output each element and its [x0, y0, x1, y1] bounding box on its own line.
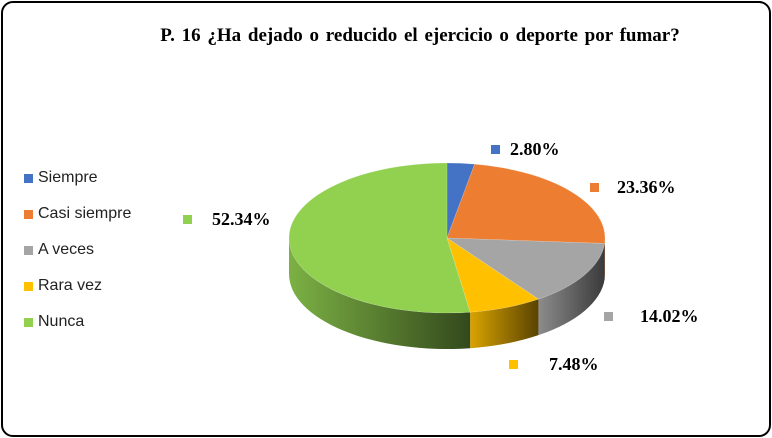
data-label-a-veces: 14.02% [604, 306, 699, 327]
pie-side-nunca [289, 238, 471, 349]
data-label-text-nunca: 52.34% [212, 209, 271, 229]
data-label-nunca: 52.34% [183, 209, 271, 230]
data-label-text-rara-vez: 7.48% [549, 354, 599, 374]
legend-item-a-veces: A veces [24, 232, 131, 268]
data-label-swatch-casi-siempre [590, 183, 599, 192]
legend-swatch-casi-siempre [24, 209, 33, 219]
pie-side-a-veces [538, 243, 605, 336]
legend-item-casi-siempre: Casi siempre [24, 196, 131, 232]
data-label-siempre: 2.80% [491, 139, 560, 160]
data-label-text-siempre: 2.80% [510, 139, 560, 159]
legend: Siempre Casi siempre A veces Rara vez Nu… [24, 160, 131, 340]
pie-side-rara-vez [470, 299, 539, 349]
legend-label-nunca: Nunca [38, 313, 85, 330]
legend-item-rara-vez: Rara vez [24, 268, 131, 304]
legend-swatch-siempre [24, 173, 33, 183]
legend-swatch-nunca [24, 317, 33, 327]
data-label-casi-siempre: 23.36% [590, 177, 676, 198]
data-label-swatch-nunca [183, 215, 192, 224]
data-label-swatch-a-veces [604, 312, 613, 321]
data-label-rara-vez: 7.48% [509, 354, 599, 375]
legend-swatch-rara-vez [24, 281, 33, 291]
data-label-swatch-siempre [491, 145, 500, 154]
data-label-swatch-rara-vez [509, 360, 518, 369]
pie-slice-siempre [446, 162, 476, 239]
legend-swatch-a-veces [24, 245, 33, 255]
legend-item-nunca: Nunca [24, 304, 131, 340]
legend-label-casi-siempre: Casi siempre [38, 205, 132, 222]
pie-slice-nunca [288, 162, 471, 314]
pie-slice-casi-siempre [446, 163, 606, 244]
pie-slice-a-veces [445, 237, 605, 300]
data-label-text-a-veces: 14.02% [640, 306, 699, 326]
pie-slice-rara-vez [446, 237, 540, 313]
legend-label-siempre: Siempre [38, 169, 98, 186]
legend-item-siempre: Siempre [24, 160, 131, 196]
legend-label-a-veces: A veces [38, 241, 95, 258]
legend-label-rara-vez: Rara vez [38, 277, 103, 294]
chart-title: P. 16 ¿Ha dejado o reducido el ejercicio… [160, 25, 680, 46]
data-label-text-casi-siempre: 23.36% [617, 177, 676, 197]
